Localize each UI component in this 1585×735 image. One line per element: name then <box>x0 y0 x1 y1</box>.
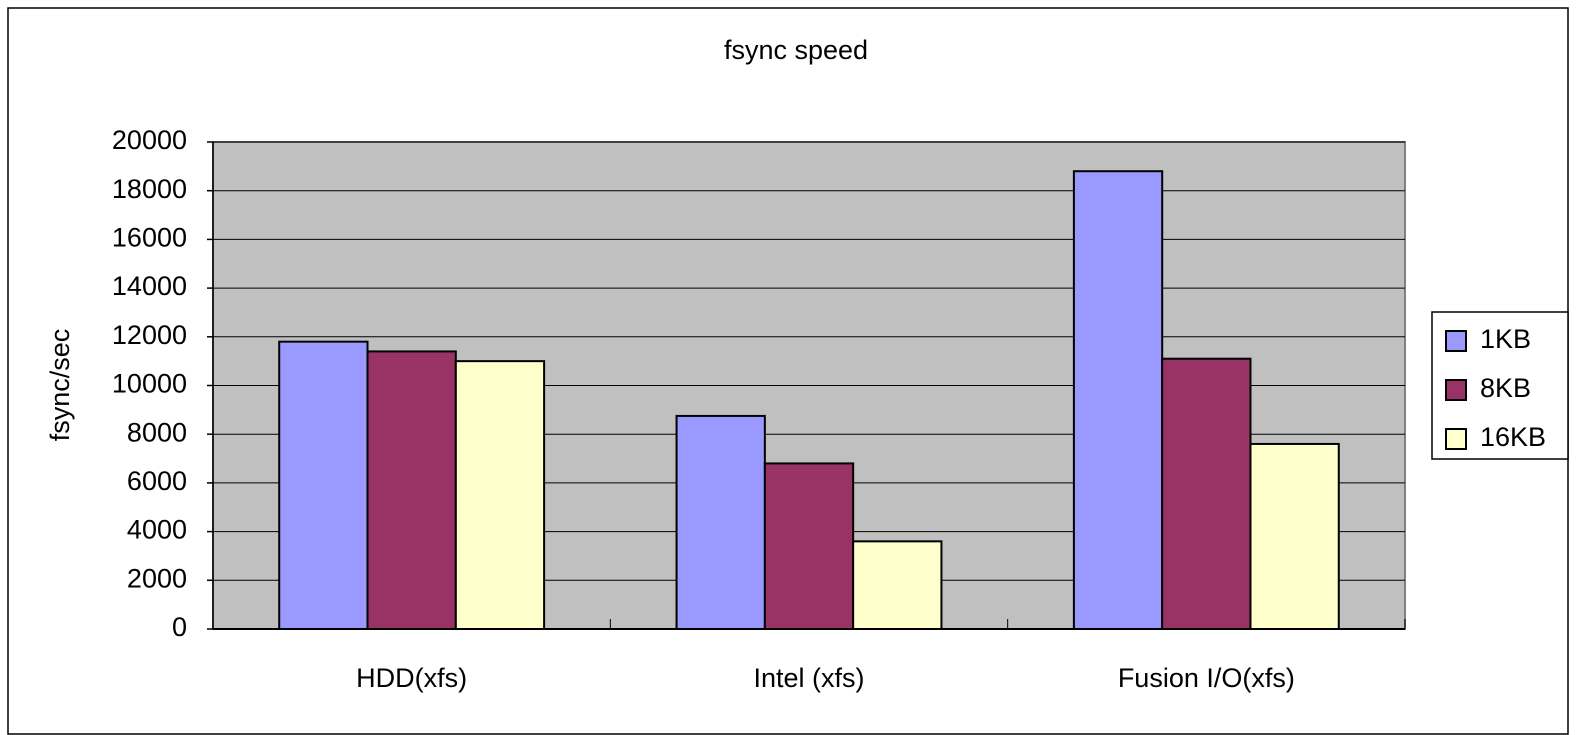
y-tick-label: 18000 <box>112 174 187 204</box>
y-tick-label: 0 <box>172 612 187 642</box>
y-tick-label: 6000 <box>127 466 187 496</box>
y-tick-label: 8000 <box>127 417 187 447</box>
bar <box>454 360 546 630</box>
x-tick-label: Intel (xfs) <box>753 663 864 693</box>
bar <box>1072 170 1164 630</box>
legend-swatch <box>1445 379 1467 401</box>
bar <box>1161 357 1252 630</box>
bar <box>366 350 457 630</box>
y-tick-label: 16000 <box>112 223 187 253</box>
legend-label: 8KB <box>1480 373 1531 403</box>
legend-label: 16KB <box>1480 422 1546 452</box>
bar <box>852 540 943 631</box>
bar <box>278 340 369 630</box>
y-tick-label: 14000 <box>112 271 187 301</box>
y-tick-label: 12000 <box>112 320 187 350</box>
legend-swatch <box>1445 428 1467 450</box>
y-tick-label: 2000 <box>127 563 187 593</box>
x-tick-label: HDD(xfs) <box>356 663 467 693</box>
chart-title: fsync speed <box>724 35 868 65</box>
y-tick-label: 10000 <box>112 369 187 399</box>
x-tick-label: Fusion I/O(xfs) <box>1118 663 1295 693</box>
legend-label: 1KB <box>1480 324 1531 354</box>
y-tick-label: 20000 <box>112 125 187 155</box>
y-tick-label: 4000 <box>127 515 187 545</box>
legend-swatch <box>1445 330 1467 352</box>
bar <box>1249 442 1340 630</box>
bar <box>763 462 855 631</box>
bar <box>675 414 766 630</box>
y-axis-label: fsync/sec <box>45 329 75 442</box>
